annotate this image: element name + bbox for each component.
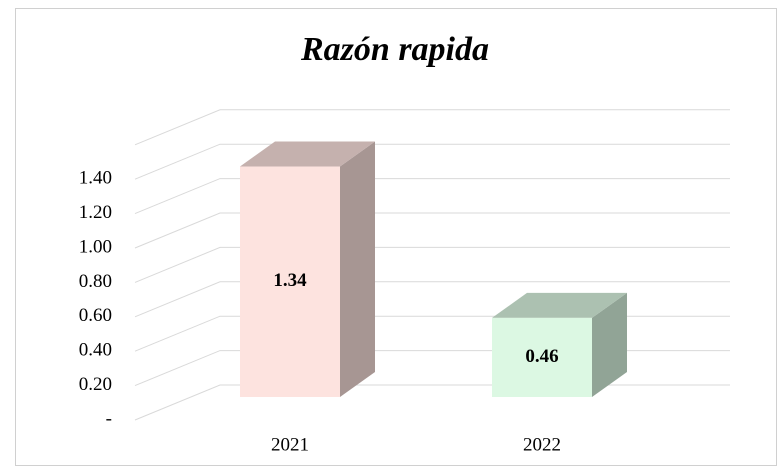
grid-line (134, 212, 730, 249)
y-tick-label: 1.20 (79, 202, 112, 223)
y-tick-label: 1.40 (79, 168, 112, 189)
grid-line (134, 281, 730, 318)
bar (240, 166, 340, 397)
data-label: 0.46 (525, 346, 558, 367)
bar-side (340, 141, 375, 397)
bar (492, 317, 592, 397)
y-tick-label: 0.20 (79, 374, 112, 395)
y-tick-label: 1.00 (79, 236, 112, 257)
chart-title: Razón rapida (300, 31, 489, 68)
chart-border (15, 8, 777, 466)
bar-top (492, 292, 627, 318)
y-tick-label: 0.40 (79, 340, 112, 361)
y-tick-label: - (106, 408, 112, 429)
grid-line (134, 143, 730, 180)
y-tick-label: 0.80 (79, 271, 112, 292)
grid-line (134, 109, 730, 146)
x-tick-label: 2021 (271, 434, 309, 455)
grid-line (134, 246, 730, 283)
y-tick-label: 0.60 (79, 305, 112, 326)
grid-line (134, 178, 730, 215)
x-tick-label: 2022 (523, 434, 561, 455)
bar-top (240, 141, 375, 167)
bar-side (592, 292, 627, 397)
data-label: 1.34 (273, 270, 307, 291)
